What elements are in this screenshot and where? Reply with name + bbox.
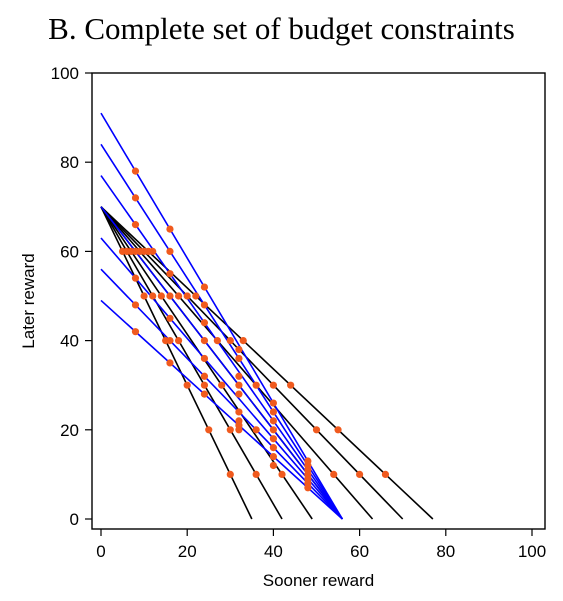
data-point-2 xyxy=(132,221,139,228)
plot-marks xyxy=(101,113,433,519)
data-point-29 xyxy=(175,337,182,344)
plot-frame xyxy=(92,73,545,529)
data-point-22 xyxy=(158,292,165,299)
data-point-6 xyxy=(201,283,208,290)
data-point-1 xyxy=(132,194,139,201)
x-tick-label-40: 40 xyxy=(264,542,283,561)
data-point-59 xyxy=(270,399,277,406)
data-point-67 xyxy=(278,471,285,478)
data-point-20 xyxy=(141,292,148,299)
y-tick-label-20: 20 xyxy=(60,421,79,440)
data-point-39 xyxy=(201,391,208,398)
data-point-57 xyxy=(287,382,294,389)
y-tick-label-100: 100 xyxy=(51,64,79,83)
data-point-45 xyxy=(235,346,242,353)
data-point-32 xyxy=(227,337,234,344)
data-point-50 xyxy=(235,408,242,415)
x-tick-label-20: 20 xyxy=(178,542,197,561)
data-point-38 xyxy=(201,382,208,389)
data-point-56 xyxy=(270,382,277,389)
data-point-79 xyxy=(382,471,389,478)
y-tick-label-80: 80 xyxy=(60,153,79,172)
data-point-31 xyxy=(214,337,221,344)
data-point-36 xyxy=(184,382,191,389)
data-point-62 xyxy=(270,426,277,433)
data-point-10 xyxy=(132,275,139,282)
data-point-53 xyxy=(235,426,242,433)
data-point-37 xyxy=(201,373,208,380)
y-tick-label-40: 40 xyxy=(60,332,79,351)
data-point-4 xyxy=(166,248,173,255)
data-point-66 xyxy=(270,462,277,469)
data-point-23 xyxy=(166,292,173,299)
data-point-55 xyxy=(253,382,260,389)
data-point-48 xyxy=(235,382,242,389)
data-point-74 xyxy=(304,484,311,491)
data-point-43 xyxy=(253,471,260,478)
data-point-76 xyxy=(334,426,341,433)
data-point-26 xyxy=(192,292,199,299)
data-point-25 xyxy=(184,292,191,299)
data-point-30 xyxy=(201,337,208,344)
data-point-19 xyxy=(149,248,156,255)
data-point-0 xyxy=(132,168,139,175)
data-point-44 xyxy=(201,355,208,362)
axes: 0 20 40 60 80 100 0 20 40 60 80 100 xyxy=(51,64,547,561)
data-point-65 xyxy=(270,453,277,460)
y-tick-label-60: 60 xyxy=(60,242,79,261)
data-point-35 xyxy=(166,359,173,366)
data-point-78 xyxy=(356,471,363,478)
data-point-61 xyxy=(270,417,277,424)
data-point-47 xyxy=(235,373,242,380)
data-point-5 xyxy=(166,270,173,277)
y-tick-label-0: 0 xyxy=(70,510,79,529)
data-point-24 xyxy=(175,292,182,299)
data-point-11 xyxy=(132,301,139,308)
x-tick-label-100: 100 xyxy=(518,542,546,561)
data-point-41 xyxy=(227,426,234,433)
x-tick-label-0: 0 xyxy=(96,542,105,561)
data-point-34 xyxy=(166,315,173,322)
data-point-64 xyxy=(270,444,277,451)
data-point-40 xyxy=(205,426,212,433)
data-point-15 xyxy=(128,248,135,255)
y-axis-label: Later reward xyxy=(19,253,38,348)
data-point-12 xyxy=(132,328,139,335)
data-point-77 xyxy=(330,471,337,478)
data-point-49 xyxy=(235,391,242,398)
data-point-54 xyxy=(218,382,225,389)
data-point-58 xyxy=(253,426,260,433)
data-point-21 xyxy=(149,292,156,299)
data-point-75 xyxy=(313,426,320,433)
data-point-7 xyxy=(201,301,208,308)
data-point-3 xyxy=(166,226,173,233)
x-tick-label-60: 60 xyxy=(350,542,369,561)
x-tick-label-80: 80 xyxy=(436,542,455,561)
data-point-60 xyxy=(270,408,277,415)
data-point-42 xyxy=(227,471,234,478)
data-point-8 xyxy=(201,319,208,326)
data-point-46 xyxy=(235,355,242,362)
data-point-28 xyxy=(166,337,173,344)
x-axis-label: Sooner reward xyxy=(263,571,375,590)
data-point-63 xyxy=(270,435,277,442)
data-point-33 xyxy=(240,337,247,344)
